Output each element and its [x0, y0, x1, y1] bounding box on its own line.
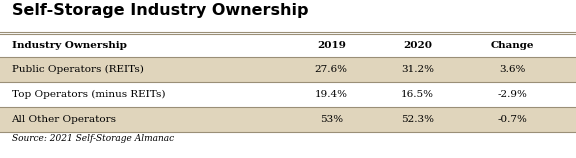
Bar	[0, 57, 576, 82]
Text: Change: Change	[491, 41, 535, 50]
Bar	[0, 82, 576, 107]
Text: 2020: 2020	[403, 41, 432, 50]
Text: Industry Ownership: Industry Ownership	[12, 41, 126, 50]
Text: 16.5%: 16.5%	[401, 90, 434, 99]
Text: Source: 2021 Self-Storage Almanac: Source: 2021 Self-Storage Almanac	[12, 134, 173, 143]
Text: 52.3%: 52.3%	[401, 115, 434, 124]
Text: 3.6%: 3.6%	[499, 65, 526, 74]
Text: -0.7%: -0.7%	[498, 115, 528, 124]
Text: Self-Storage Industry Ownership: Self-Storage Industry Ownership	[12, 3, 308, 18]
Text: 53%: 53%	[320, 115, 343, 124]
Text: 27.6%: 27.6%	[314, 65, 348, 74]
Text: 19.4%: 19.4%	[314, 90, 348, 99]
Text: All Other Operators: All Other Operators	[12, 115, 116, 124]
Text: 31.2%: 31.2%	[401, 65, 434, 74]
Text: -2.9%: -2.9%	[498, 90, 528, 99]
Text: Public Operators (REITs): Public Operators (REITs)	[12, 65, 143, 74]
Text: 2019: 2019	[317, 41, 346, 50]
Bar	[0, 34, 576, 57]
Bar	[0, 107, 576, 132]
Text: Top Operators (minus REITs): Top Operators (minus REITs)	[12, 90, 165, 99]
